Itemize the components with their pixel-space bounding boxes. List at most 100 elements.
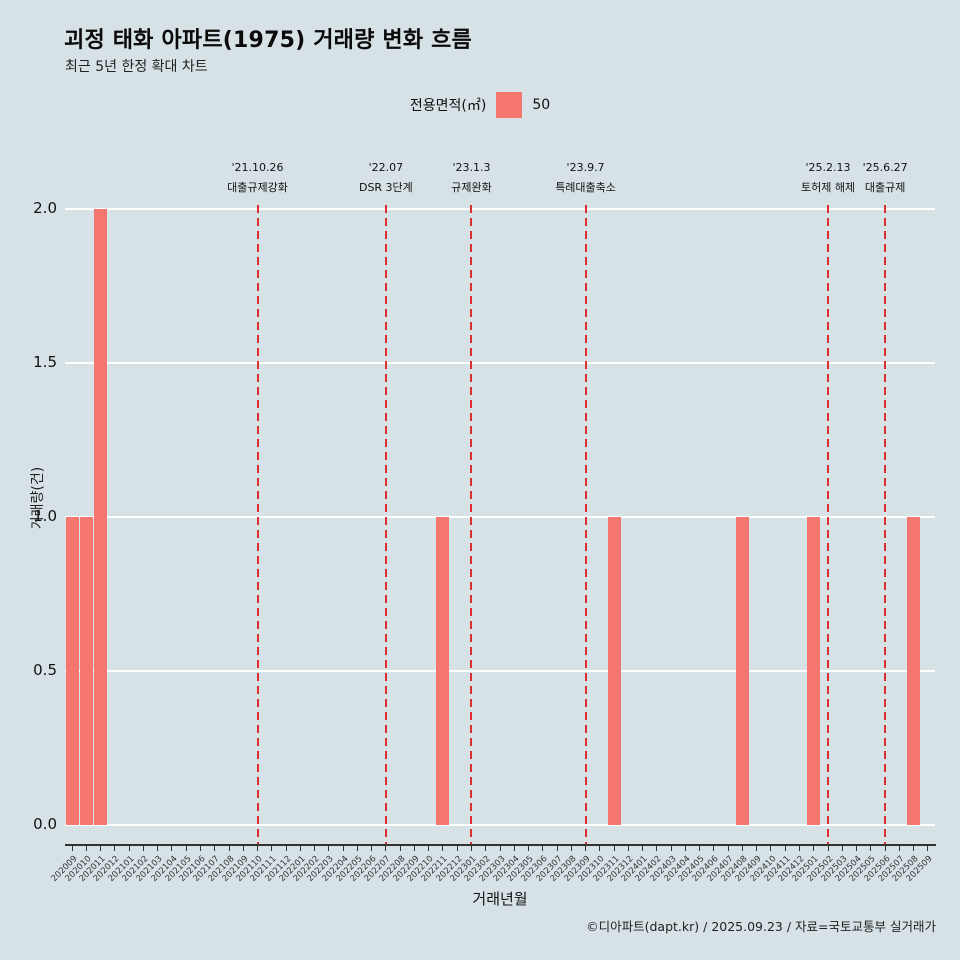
x-axis-tick — [442, 846, 444, 851]
annotation-label: 대출규제 — [864, 181, 906, 194]
x-axis-tick — [884, 846, 886, 851]
x-axis-tick — [399, 846, 401, 851]
x-axis-tick — [470, 846, 472, 851]
legend-swatch — [496, 92, 523, 118]
x-axis-tick — [456, 846, 458, 851]
x-axis-line — [65, 844, 936, 846]
legend-label: 전용면적(㎡) — [409, 98, 487, 114]
annotation-label: 규제완화 — [451, 181, 492, 194]
x-axis-tick — [314, 846, 316, 851]
x-axis-tick — [171, 846, 173, 851]
bar-202408 — [735, 517, 749, 825]
bar-202010 — [79, 517, 93, 825]
x-axis-tick — [585, 846, 587, 851]
gridline — [65, 362, 935, 364]
x-axis-tick — [271, 846, 273, 851]
x-axis-tick — [642, 846, 644, 851]
x-axis-tick — [841, 846, 843, 851]
x-axis-tick — [741, 846, 743, 851]
x-axis-tick — [328, 846, 330, 851]
footer-credit: ©디아파트(dapt.kr) / 2025.09.23 / 자료=국토교통부 실… — [586, 919, 936, 934]
y-tick-label: 0.5 — [33, 661, 57, 679]
x-axis-tick — [670, 846, 672, 851]
x-axis-tick — [727, 846, 729, 851]
x-axis-tick — [556, 846, 558, 851]
x-axis-tick — [684, 846, 686, 851]
x-axis-tick — [927, 846, 929, 851]
page-title: 괴정 태화 아파트(1975) 거래량 변화 흐름 — [64, 28, 472, 53]
x-axis-tick — [799, 846, 800, 851]
x-axis-tick — [85, 846, 87, 851]
x-axis-tick — [100, 846, 102, 851]
x-axis-tick — [114, 846, 116, 851]
y-axis-label: 거래량(건) — [30, 466, 46, 530]
x-axis-tick — [499, 846, 501, 851]
annotation-date: '21.10.26 — [231, 161, 284, 174]
x-axis-tick — [371, 846, 373, 851]
bar-202009 — [65, 517, 79, 825]
x-axis-tick — [157, 846, 159, 851]
x-axis-tick — [699, 846, 701, 851]
annotation-label: 대출규제강화 — [227, 181, 288, 194]
x-axis-tick — [756, 846, 758, 851]
bar-202011 — [94, 209, 108, 825]
annotation-date: '25.6.27 — [862, 161, 908, 174]
y-tick-label: 1.5 — [33, 353, 57, 371]
annotation-line — [584, 205, 587, 845]
y-tick-label: 2.0 — [33, 199, 57, 217]
x-axis-tick — [856, 846, 858, 851]
x-axis-tick — [257, 846, 259, 851]
x-axis-tick — [199, 846, 201, 851]
x-axis-tick — [784, 846, 786, 851]
x-axis-tick — [813, 846, 815, 851]
x-axis-tick — [342, 846, 344, 851]
legend: 전용면적(㎡) 50 — [0, 92, 960, 118]
x-axis-tick — [142, 846, 144, 851]
x-axis-tick — [627, 846, 629, 851]
x-axis-tick — [128, 846, 130, 851]
bar-202508 — [907, 517, 921, 825]
x-axis-tick — [228, 846, 230, 851]
x-axis-tick — [185, 846, 187, 851]
annotation-date: '23.9.7 — [566, 161, 605, 174]
x-axis-tick — [356, 846, 358, 851]
bar-202501 — [807, 517, 821, 825]
x-axis-tick — [898, 846, 900, 851]
x-axis-tick — [870, 846, 872, 851]
x-axis-tick — [385, 846, 387, 851]
y-tick-label: 1.0 — [33, 507, 57, 525]
x-axis-tick — [528, 846, 530, 851]
x-axis-tick — [485, 846, 487, 851]
x-axis-tick — [613, 846, 615, 851]
x-axis-tick — [71, 846, 73, 851]
x-axis-tick — [570, 846, 572, 851]
x-axis-tick — [513, 846, 515, 851]
x-axis-tick — [299, 846, 301, 851]
bar-202211 — [436, 517, 450, 825]
x-axis-tick — [656, 846, 658, 851]
bar-202311 — [607, 517, 621, 825]
x-axis-tick — [913, 846, 915, 851]
annotation-line — [256, 205, 259, 845]
legend-series-label: 50 — [532, 97, 551, 113]
gridline — [65, 670, 935, 672]
y-tick-label: 0.0 — [33, 815, 57, 833]
annotation-label: 특례대출축소 — [555, 181, 616, 194]
annotation-date: '25.2.13 — [805, 161, 851, 174]
annotation-date: '22.07 — [368, 161, 404, 174]
gridline — [65, 824, 935, 826]
page-subtitle: 최근 5년 한정 확대 차트 — [65, 59, 208, 75]
annotation-label: 토허제 해제 — [800, 181, 856, 194]
annotation-line — [827, 205, 830, 845]
x-axis-tick — [827, 846, 829, 851]
x-axis-tick — [413, 846, 415, 851]
gridline — [65, 208, 935, 210]
x-axis-label: 거래년월 — [472, 890, 528, 908]
annotation-label: DSR 3단계 — [358, 181, 413, 194]
x-axis-tick — [770, 846, 772, 851]
x-axis-tick — [242, 846, 244, 851]
x-axis-tick — [542, 846, 544, 851]
annotation-date: '23.1.3 — [452, 161, 491, 174]
annotation-line — [384, 205, 387, 845]
